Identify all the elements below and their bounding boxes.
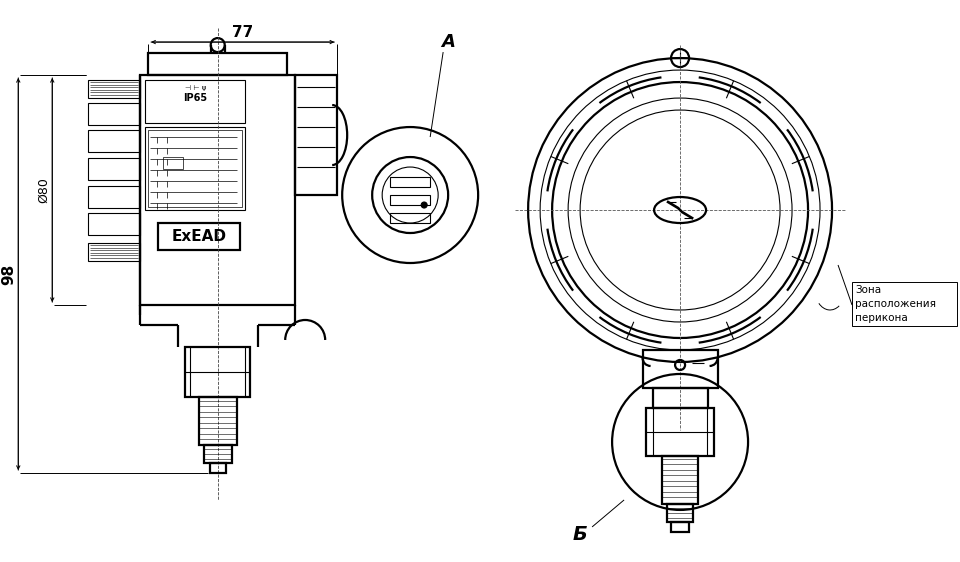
Bar — [295, 75, 337, 195]
Bar — [140, 75, 295, 305]
Bar — [145, 127, 245, 210]
Bar — [88, 213, 140, 235]
Bar — [88, 158, 140, 180]
Text: IP65: IP65 — [183, 93, 207, 103]
Text: перикона: перикона — [855, 313, 908, 323]
Text: Ø80: Ø80 — [37, 177, 50, 203]
Bar — [390, 195, 430, 205]
Text: Б: Б — [573, 525, 588, 545]
Bar — [667, 504, 693, 522]
Bar — [88, 186, 140, 208]
Text: 98: 98 — [1, 264, 16, 284]
Bar — [642, 350, 717, 388]
Bar — [148, 130, 242, 207]
Bar — [204, 445, 231, 463]
Bar — [88, 80, 140, 98]
Circle shape — [421, 202, 427, 208]
Bar — [185, 347, 251, 397]
Bar — [653, 388, 708, 408]
Text: Зона: Зона — [855, 285, 881, 295]
Bar — [390, 213, 430, 223]
Bar — [158, 223, 240, 250]
Bar — [88, 130, 140, 152]
Text: ExEAD: ExEAD — [172, 229, 227, 244]
Bar — [671, 522, 689, 532]
Bar — [145, 80, 245, 123]
Bar — [646, 408, 714, 456]
Bar — [199, 397, 237, 445]
Text: A: A — [442, 33, 455, 51]
Text: 77: 77 — [232, 25, 253, 39]
Bar — [662, 456, 698, 504]
Text: ⊣ ⊢ ψ: ⊣ ⊢ ψ — [184, 85, 205, 91]
Bar — [390, 177, 430, 187]
Bar — [148, 53, 287, 75]
Bar — [88, 243, 140, 261]
Bar — [88, 103, 140, 125]
Text: расположения: расположения — [855, 299, 936, 309]
Bar — [209, 463, 226, 473]
Bar — [852, 282, 957, 326]
Bar — [163, 157, 183, 169]
